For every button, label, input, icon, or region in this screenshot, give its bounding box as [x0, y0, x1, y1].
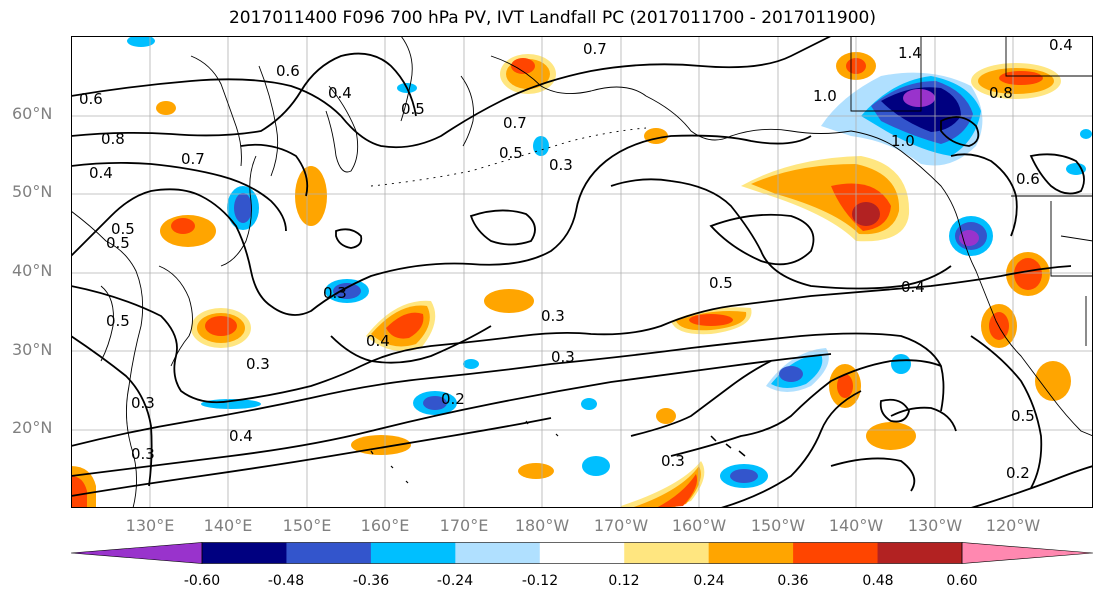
colorbar	[71, 542, 1093, 564]
contour-label: 0.4	[1049, 36, 1073, 54]
contour-label: 0.5	[106, 312, 130, 330]
colorbar-segment	[877, 542, 963, 564]
lon-label-150e: 150°E	[282, 516, 332, 535]
contour-label: 0.3	[541, 307, 565, 325]
lon-label-140e: 140°E	[203, 516, 253, 535]
colorbar-tick: 0.60	[946, 573, 978, 589]
coastlines	[71, 36, 1093, 508]
colorbar-frame	[201, 542, 963, 564]
pv-contours	[71, 36, 1093, 508]
colorbar-segment	[793, 542, 879, 564]
contour-label: 0.8	[989, 84, 1013, 102]
colorbar-segment	[539, 542, 625, 564]
positive-anomaly-shading	[71, 52, 1071, 508]
lon-label-170e: 170°E	[439, 516, 489, 535]
contour-label: 0.3	[246, 355, 270, 373]
contour-label: 0.6	[79, 90, 103, 108]
contour-label: 0.5	[106, 234, 130, 252]
map-title: 2017011400 F096 700 hPa PV, IVT Landfall…	[228, 8, 876, 28]
contour-label: 0.3	[549, 156, 573, 174]
colorbar-segment	[962, 542, 1093, 564]
colorbar-tick: -0.24	[436, 573, 474, 589]
contour-label: 0.3	[661, 452, 685, 470]
colorbar-segment	[286, 542, 372, 564]
colorbar-tick: -0.60	[183, 573, 221, 589]
lon-label-160w: 160°W	[671, 516, 727, 535]
lon-label-180w: 180°W	[514, 516, 570, 535]
lon-label-140w: 140°W	[828, 516, 884, 535]
colorbar-segment	[455, 542, 541, 564]
contour-label: 0.4	[366, 332, 390, 350]
contour-label: 1.0	[813, 87, 837, 105]
contour-label: 0.3	[323, 284, 347, 302]
contour-label: 0.3	[131, 445, 155, 463]
lon-label-160e: 160°E	[360, 516, 410, 535]
contour-label: 0.7	[583, 40, 607, 58]
contour-label: 1.0	[891, 132, 915, 150]
contour-label: 0.5	[1011, 407, 1035, 425]
lon-label-170w: 170°W	[593, 516, 649, 535]
lat-label-30n: 30°N	[12, 340, 53, 359]
pv-ivt-map: 0.6 0.4 0.5 0.7 1.4 1.0 0.8 0.6 0.7 0.5 …	[71, 36, 1093, 508]
contour-labels: 0.6 0.4 0.5 0.7 1.4 1.0 0.8 0.6 0.7 0.5 …	[79, 36, 1073, 482]
colorbar-segment	[708, 542, 794, 564]
graticule	[71, 36, 1093, 508]
colorbar-segment	[624, 542, 710, 564]
colorbar-tick: 0.12	[608, 573, 640, 589]
contour-label: 0.5	[401, 100, 425, 118]
colorbar-tick: -0.12	[521, 573, 559, 589]
lat-label-60n: 60°N	[12, 104, 53, 123]
contour-label: 0.2	[441, 390, 465, 408]
lon-label-130e: 130°E	[125, 516, 175, 535]
contour-label: 0.6	[276, 62, 300, 80]
contour-label: 0.8	[101, 130, 125, 148]
contour-label: 0.5	[709, 274, 733, 292]
colorbar-tick: 0.24	[693, 573, 725, 589]
contour-label: 0.4	[901, 278, 925, 296]
contour-label: 0.7	[503, 114, 527, 132]
contour-label: 1.4	[898, 44, 922, 62]
colorbar-tick: -0.36	[352, 573, 390, 589]
contour-label: 0.5	[111, 220, 135, 238]
colorbar-segment	[370, 542, 456, 564]
contour-label: 0.6	[1016, 170, 1040, 188]
contour-label: 0.3	[131, 394, 155, 412]
contour-label: 0.3	[551, 348, 575, 366]
lat-label-20n: 20°N	[12, 418, 53, 437]
contour-label: 0.7	[181, 150, 205, 168]
lon-label-120w: 120°W	[985, 516, 1041, 535]
lon-label-150w: 150°W	[750, 516, 806, 535]
contour-label: 0.4	[229, 427, 253, 445]
contour-label: 0.5	[499, 144, 523, 162]
colorbar-segment	[202, 542, 287, 564]
colorbar-segment	[71, 542, 202, 564]
contour-label: 0.2	[1006, 464, 1030, 482]
contour-label: 0.4	[89, 164, 113, 182]
colorbar-segments	[71, 542, 1093, 564]
lon-label-130w: 130°W	[907, 516, 963, 535]
colorbar-tick: 0.36	[777, 573, 809, 589]
colorbar-tick: 0.48	[862, 573, 894, 589]
lat-label-50n: 50°N	[12, 182, 53, 201]
map-frame	[71, 36, 1093, 508]
lat-label-40n: 40°N	[12, 261, 53, 280]
contour-label: 0.4	[328, 84, 352, 102]
colorbar-tick: -0.48	[267, 573, 305, 589]
